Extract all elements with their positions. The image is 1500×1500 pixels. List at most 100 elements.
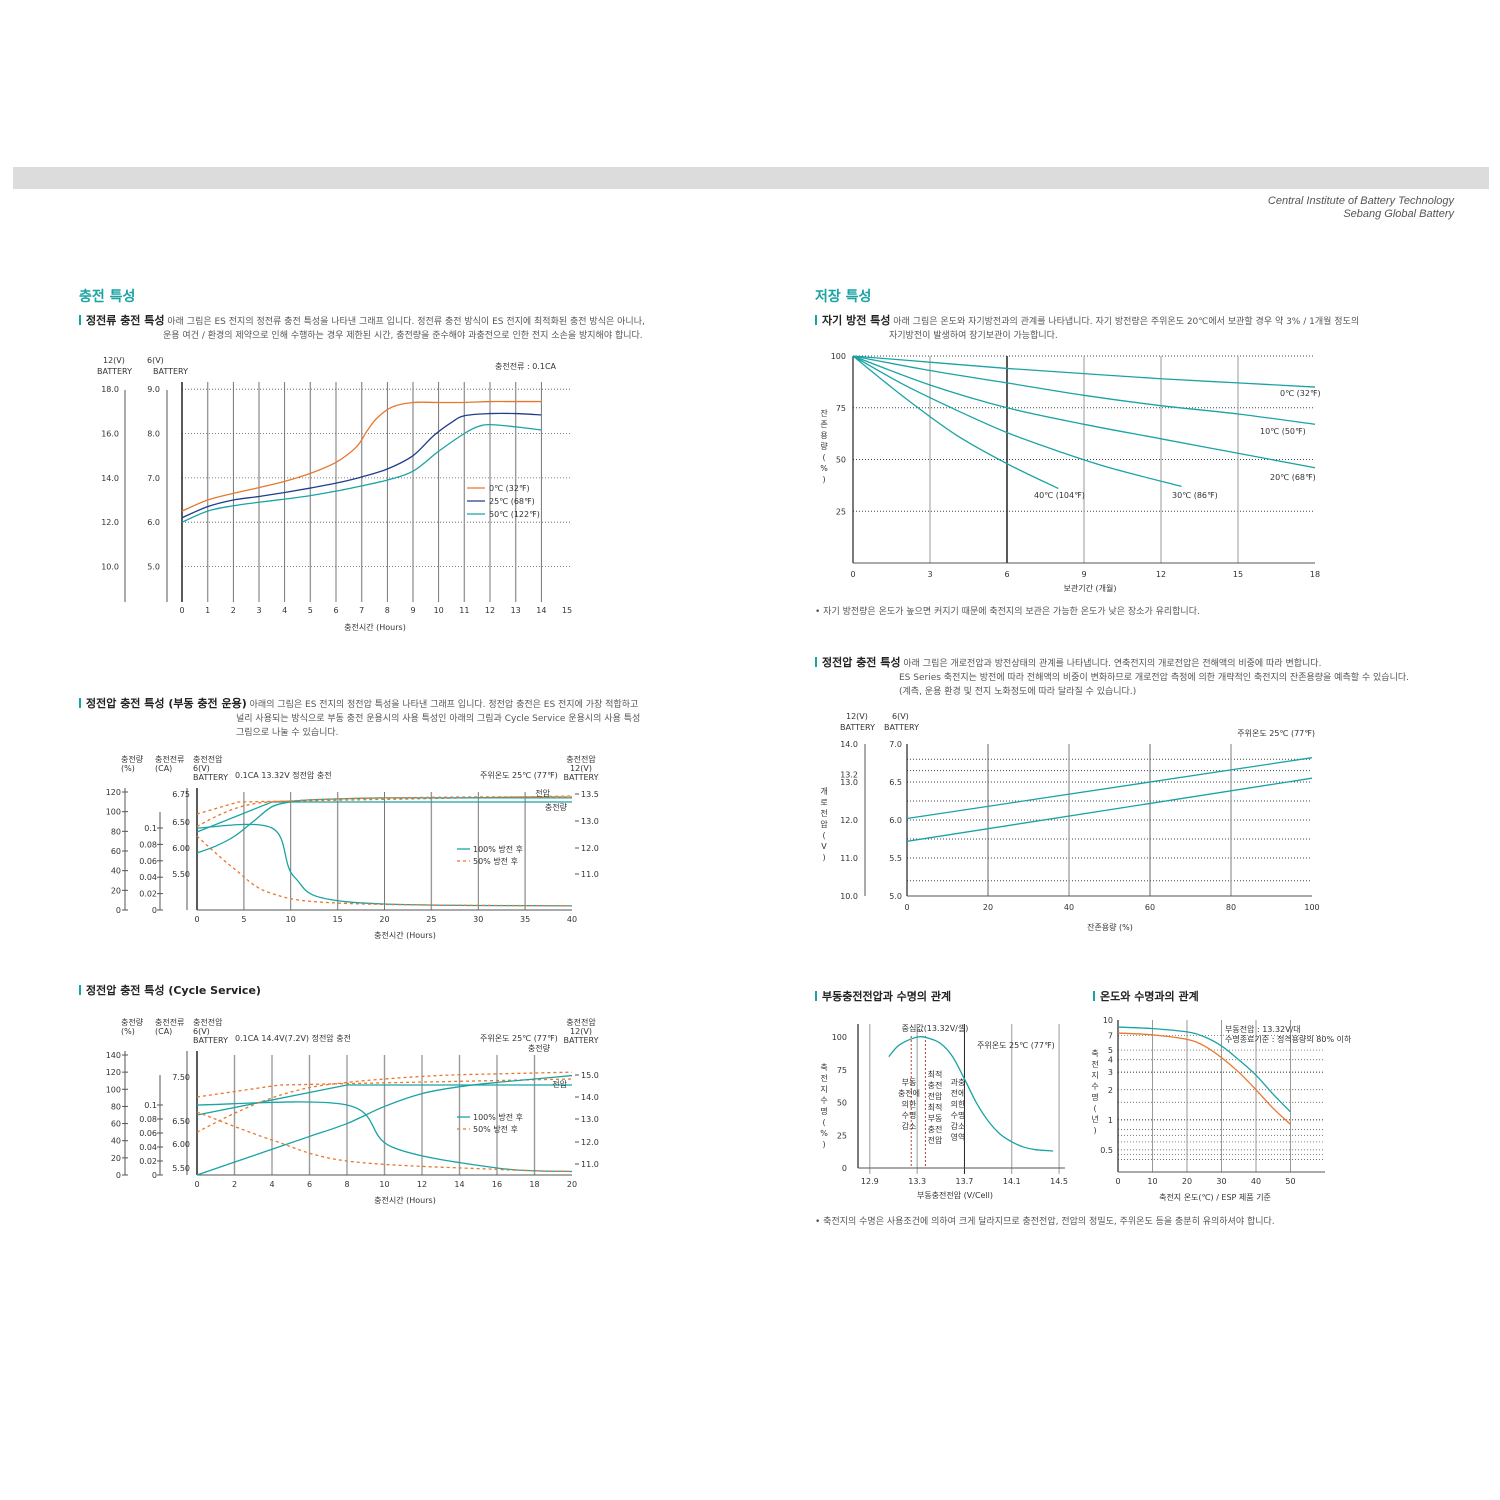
x-tick-label: 18 (529, 1180, 539, 1189)
x-tick-label: 20 (1182, 1177, 1192, 1186)
x-axis-label: 충전시간 (Hours) (374, 930, 436, 940)
y-axis-label-char: 축 (1091, 1049, 1098, 1058)
zone-mid1-label: 부동 (928, 1114, 943, 1123)
ambient-label: 주위온도 25℃ (77℉) (480, 1034, 558, 1043)
self-subtitle: 자기 방전 특성 (822, 314, 891, 327)
current-line-100 (196, 1101, 573, 1173)
y12-tick-label: 14.0 (840, 740, 858, 749)
x-tick-label: 60 (1145, 903, 1155, 912)
ocv-subtitle-block: 정전압 충전 특성 아래 그림은 개로전압과 방전상태의 관계를 나타냅니다. … (815, 656, 1475, 699)
v12-tick-label: 15.0 (581, 1071, 599, 1080)
ca-tick-label: 0.04 (139, 873, 157, 882)
y-axis-label-char: ) (822, 475, 825, 484)
y-axis-label-char: 전 (1091, 1059, 1098, 1069)
y-tick-label: 75 (836, 404, 846, 413)
y-axis-label-char: ( (1093, 1104, 1096, 1113)
x-tick-label: 4 (269, 1180, 274, 1189)
x-tick-label: 9 (1081, 570, 1086, 579)
x-tick-label: 13.7 (956, 1177, 974, 1186)
y6-tick-label: 6.5 (889, 778, 902, 787)
y-axis-label-char: 축 (820, 1063, 827, 1072)
y-tick-label: 10 (1103, 1016, 1113, 1025)
x-tick-label: 3 (256, 606, 261, 615)
x-axis-label: 잔존용량 (%) (1087, 922, 1133, 932)
curve-label: 전압 (535, 788, 550, 798)
legend-label: 50% 방전 후 (473, 1124, 518, 1134)
pct-tick-label: 100 (106, 1085, 121, 1094)
y-axis-label-char: 존 (820, 420, 827, 429)
v12-tick-label: 11.0 (581, 1160, 599, 1169)
legend-label: 100% 방전 후 (473, 844, 523, 854)
y-tick-label: 100 (831, 352, 846, 361)
series-line (852, 355, 1316, 388)
v6-tick-label: 7.50 (172, 1073, 190, 1082)
x-tick-label: 8 (385, 606, 390, 615)
y12-tick-label: 10.0 (101, 563, 119, 572)
v6-header: 충전전압 (193, 754, 223, 764)
x-tick-label: 30 (473, 915, 483, 924)
v6-header-battery: BATTERY (193, 1036, 228, 1045)
pct-header: 충전량 (121, 754, 144, 764)
y12-tick-label: 11.0 (840, 854, 858, 863)
cc-subtitle-block: 정전류 충전 특성 아래 그림은 ES 전지의 정전류 충전 특성을 나타낸 그… (79, 314, 699, 343)
x-tick-label: 10 (379, 1180, 389, 1189)
y-axis-label-char: % (820, 464, 828, 473)
cv-float-subtitle: 정전압 충전 특성 (부동 충전 운용) (86, 697, 247, 710)
zone-left-label: 부동 (902, 1078, 917, 1087)
y-axis-label-char: 량 (820, 441, 828, 451)
life-curve (888, 1036, 1054, 1152)
cv-cycle-subtitle: 정전압 충전 특성 (Cycle Service) (86, 984, 261, 997)
pct-header: 충전량 (121, 1017, 144, 1027)
y-tick-label: 50 (837, 1099, 847, 1108)
y-axis-label-char: 개 (820, 786, 827, 796)
x-tick-label: 50 (1285, 1177, 1295, 1186)
y6-tick-label: 5.5 (889, 854, 902, 863)
v12-tick-label: 13.5 (581, 790, 599, 799)
y6-tick-label: 6.0 (889, 816, 902, 825)
zone-mid2-label: 전에 (951, 1088, 966, 1098)
y6-tick-label: 7.0 (889, 740, 902, 749)
charge-amount-line (196, 797, 572, 854)
storage-section-title: 저장 특성 (815, 289, 872, 305)
legend-label: 50℃ (122℉) (489, 510, 540, 519)
x-tick-label: 11 (459, 606, 469, 615)
x-tick-label: 35 (520, 915, 530, 924)
ca-tick-label: 0.06 (139, 1129, 157, 1138)
pct-tick-label: 60 (111, 847, 121, 856)
y-tick-label: 25 (837, 1131, 847, 1140)
life-line (1117, 1032, 1291, 1125)
v12-tick-label: 12.0 (581, 844, 599, 853)
y-tick-label: 3 (1108, 1068, 1113, 1077)
ca-tick-label: 0.08 (139, 1115, 157, 1124)
ca-tick-label: 0 (152, 1171, 157, 1180)
ca-tick-label: 0 (152, 906, 157, 915)
x-axis-label: 충전시간 (Hours) (374, 1195, 436, 1205)
y12-battery-label: BATTERY (97, 367, 132, 376)
v12-header-battery: BATTERY (564, 773, 599, 782)
x-tick-label: 0 (1115, 1177, 1120, 1186)
x-tick-label: 0 (179, 606, 184, 615)
x-tick-label: 2 (231, 606, 236, 615)
y-axis-label-char: 용 (820, 431, 827, 440)
x-tick-label: 12 (1156, 570, 1166, 579)
current-line-50 (196, 1111, 573, 1173)
zone-mid1-label: 충전 (928, 1080, 943, 1090)
zone-left-label: 감소 (902, 1121, 917, 1131)
y-tick-label: 0.5 (1100, 1146, 1113, 1155)
legend-label: 25℃ (68℉) (489, 497, 535, 506)
y-axis-label-char: ) (822, 853, 825, 862)
top-band (13, 167, 1489, 189)
zone-mid1-label: 전압 (928, 1091, 943, 1101)
x-tick-label: 0 (850, 570, 855, 579)
series-line (852, 355, 1316, 425)
x-tick-label: 20 (983, 903, 993, 912)
x-tick-label: 0 (194, 1180, 199, 1189)
x-tick-label: 40 (567, 915, 577, 924)
pct-tick-label: 120 (106, 1068, 121, 1077)
x-tick-label: 5 (241, 915, 246, 924)
y12-unit-label: 12(V) (846, 712, 868, 721)
y-tick-label: 2 (1108, 1086, 1113, 1095)
v12-tick-label: 13.0 (581, 817, 599, 826)
float-life-subtitle-block: 부동충전전압과 수명의 관계 (815, 990, 951, 1005)
x-tick-label: 16 (492, 1180, 502, 1189)
